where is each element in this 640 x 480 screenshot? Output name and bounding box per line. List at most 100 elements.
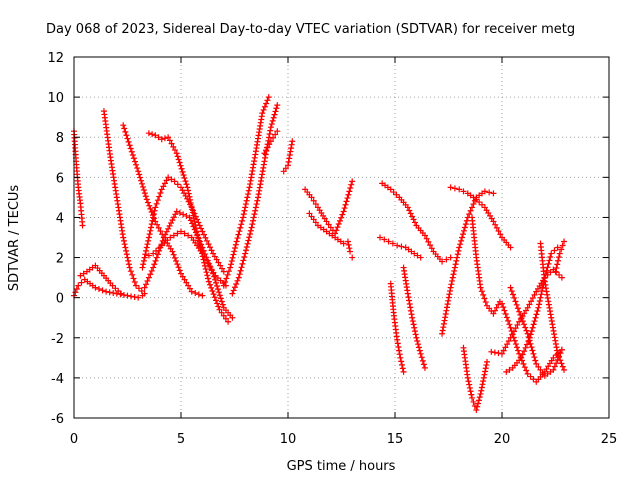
data-point <box>522 324 529 331</box>
data-point <box>118 290 125 297</box>
data-point <box>229 290 236 297</box>
data-point <box>394 336 401 343</box>
data-point <box>228 261 235 268</box>
data-point <box>135 294 142 301</box>
data-point <box>484 358 491 365</box>
data-point <box>523 341 530 348</box>
data-point <box>199 250 206 257</box>
data-point <box>481 188 488 195</box>
data-point <box>555 257 562 264</box>
data-point <box>231 248 238 255</box>
data-point <box>274 102 281 109</box>
data-point <box>173 257 180 264</box>
data-point <box>533 311 540 318</box>
data-point <box>528 344 535 351</box>
chart-title: Day 068 of 2023, Sidereal Day-to-day VTE… <box>46 22 575 37</box>
series-PRN-v <box>447 184 514 251</box>
data-point <box>425 238 432 245</box>
series-PRN-aa <box>503 244 561 375</box>
data-point <box>242 201 249 208</box>
data-point <box>186 214 193 221</box>
data-point <box>185 282 192 289</box>
data-point <box>175 264 182 271</box>
data-point <box>451 267 458 274</box>
data-point <box>153 247 160 254</box>
data-point <box>72 289 79 296</box>
data-point <box>191 210 198 217</box>
data-point <box>557 357 564 364</box>
data-point <box>117 291 124 298</box>
data-point <box>126 142 133 149</box>
data-point <box>244 240 251 247</box>
data-point <box>457 241 464 248</box>
data-point <box>410 216 417 223</box>
data-point <box>427 242 434 249</box>
data-point <box>203 269 210 276</box>
data-point <box>147 205 154 212</box>
data-point <box>220 282 227 289</box>
data-point <box>539 369 546 376</box>
data-point <box>342 201 349 208</box>
data-point <box>396 347 403 354</box>
data-point <box>176 209 183 216</box>
data-point <box>73 285 80 292</box>
data-point <box>529 347 536 354</box>
data-point <box>520 360 527 367</box>
data-point <box>442 314 449 321</box>
data-point <box>407 210 414 217</box>
data-point <box>210 250 217 257</box>
data-point <box>126 264 133 271</box>
data-point <box>169 248 176 255</box>
data-point <box>155 134 162 141</box>
data-point <box>124 135 131 142</box>
data-point <box>240 257 247 264</box>
data-point <box>141 254 148 261</box>
data-point <box>216 292 223 299</box>
data-point <box>550 354 557 361</box>
data-point <box>141 284 148 291</box>
data-point <box>451 264 458 271</box>
data-point <box>439 330 446 337</box>
data-point <box>551 247 558 254</box>
data-point <box>448 281 455 288</box>
data-point <box>139 264 146 271</box>
data-point <box>481 295 488 302</box>
data-point <box>179 168 186 175</box>
data-point <box>398 358 405 365</box>
data-point <box>349 178 356 185</box>
data-point <box>559 242 566 249</box>
data-point <box>243 244 250 251</box>
data-point <box>224 271 231 278</box>
data-point <box>120 291 127 298</box>
data-point <box>178 165 185 172</box>
data-point <box>244 194 251 201</box>
data-point <box>154 251 161 258</box>
series-PRN-j <box>220 94 272 289</box>
data-point <box>158 136 165 143</box>
data-point <box>347 248 354 255</box>
data-point <box>270 114 277 121</box>
data-point <box>499 300 505 307</box>
data-point <box>513 344 520 351</box>
data-point <box>238 221 245 228</box>
data-point <box>327 224 334 231</box>
data-point <box>521 364 528 371</box>
data-point <box>398 361 405 368</box>
data-point <box>268 121 275 128</box>
data-point <box>286 151 293 158</box>
series-PRN-r <box>377 234 424 261</box>
data-point <box>204 272 211 279</box>
data-point <box>261 150 268 157</box>
data-point <box>237 267 244 274</box>
data-point <box>250 214 257 221</box>
data-point <box>185 232 192 239</box>
data-point <box>241 253 248 260</box>
data-point <box>482 365 489 372</box>
data-point <box>238 264 245 271</box>
data-point <box>145 130 152 137</box>
data-point <box>120 237 127 244</box>
x-axis-label: GPS time / hours <box>287 459 396 474</box>
data-point <box>250 217 257 224</box>
data-point <box>288 145 295 152</box>
